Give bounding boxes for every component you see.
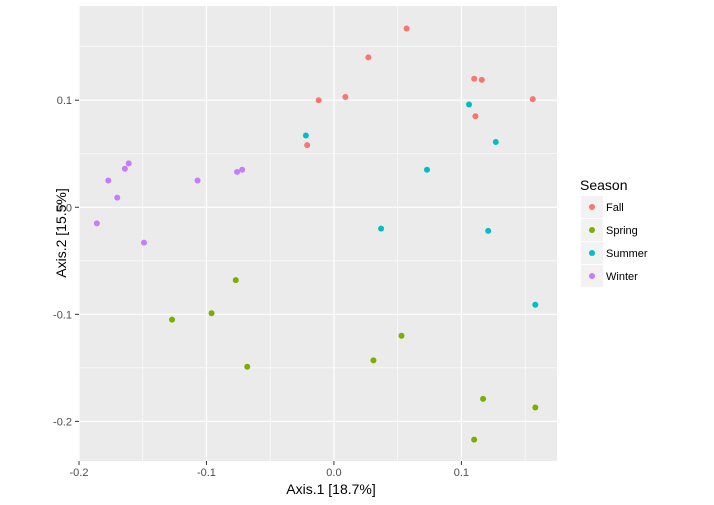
point-fall <box>365 54 372 61</box>
point-summer <box>378 225 385 232</box>
point-fall <box>472 113 479 120</box>
point-winter <box>234 168 241 175</box>
legend-marker-spring <box>589 227 595 233</box>
x-axis-title: Axis.1 [18.7%] <box>286 481 376 497</box>
point-summer <box>466 101 473 108</box>
y-axis-title: Axis.2 [15.5%] <box>53 188 69 278</box>
point-winter <box>93 220 100 227</box>
y-tick-label: -0.1 <box>53 309 72 321</box>
data-points <box>93 25 539 443</box>
legend-label-winter: Winter <box>606 271 638 283</box>
x-axis-ticks: -0.2 -0.1 0.0 0.1 <box>70 461 469 479</box>
y-axis-ticks: -0.2 -0.1 0.0 0.1 <box>53 95 79 428</box>
point-spring <box>169 316 176 323</box>
point-summer <box>532 301 539 308</box>
point-summer <box>485 227 492 234</box>
point-fall <box>304 142 311 149</box>
point-fall <box>315 97 322 104</box>
y-tick-label: -0.2 <box>53 416 72 428</box>
y-tick-label: 0.0 <box>57 202 72 214</box>
point-fall <box>529 96 536 103</box>
legend-items: Fall Spring Summer Winter <box>581 196 648 287</box>
point-fall <box>471 75 478 82</box>
point-winter <box>105 177 112 184</box>
point-summer <box>492 138 499 145</box>
legend-label-summer: Summer <box>606 248 648 260</box>
point-winter <box>114 194 121 201</box>
point-fall <box>403 25 410 32</box>
x-tick-label: 0.0 <box>326 467 341 479</box>
x-tick-label: -0.1 <box>197 467 216 479</box>
point-winter <box>141 239 148 246</box>
point-winter <box>194 177 201 184</box>
legend-title: Season <box>580 177 627 193</box>
point-spring <box>480 395 487 402</box>
point-fall <box>342 94 349 100</box>
point-spring <box>398 332 405 339</box>
point-spring <box>471 436 478 443</box>
point-fall <box>478 76 485 83</box>
point-summer <box>423 166 430 173</box>
legend-label-spring: Spring <box>606 225 638 237</box>
legend-marker-fall <box>589 204 595 210</box>
minor-gridlines <box>79 6 557 461</box>
plot-panel <box>79 6 557 461</box>
y-tick-label: 0.1 <box>57 95 72 107</box>
legend-label-fall: Fall <box>606 202 624 214</box>
legend-marker-winter <box>589 273 595 279</box>
point-winter <box>125 160 132 167</box>
x-tick-label: -0.2 <box>70 467 89 479</box>
point-winter <box>239 166 246 173</box>
legend: Season Fall Spring Summer Winter <box>580 177 648 287</box>
point-spring <box>244 363 251 370</box>
point-spring <box>208 310 215 317</box>
point-summer <box>302 132 309 139</box>
point-spring <box>370 357 377 364</box>
point-spring <box>532 404 539 411</box>
x-tick-label: 0.1 <box>454 467 469 479</box>
major-gridlines <box>78 6 557 461</box>
point-winter <box>121 165 128 172</box>
point-spring <box>232 277 239 284</box>
legend-marker-summer <box>589 250 595 256</box>
